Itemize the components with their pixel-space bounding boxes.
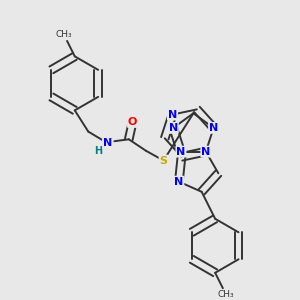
- Text: H: H: [94, 146, 102, 156]
- Text: CH₃: CH₃: [56, 30, 73, 39]
- Text: N: N: [201, 147, 211, 157]
- Text: N: N: [168, 110, 177, 120]
- Text: N: N: [174, 177, 184, 187]
- Text: S: S: [160, 155, 167, 166]
- Text: N: N: [176, 147, 186, 157]
- Text: O: O: [128, 117, 137, 127]
- Text: CH₃: CH₃: [218, 290, 234, 299]
- Text: N: N: [169, 123, 178, 133]
- Text: N: N: [103, 138, 112, 148]
- Text: N: N: [209, 123, 218, 133]
